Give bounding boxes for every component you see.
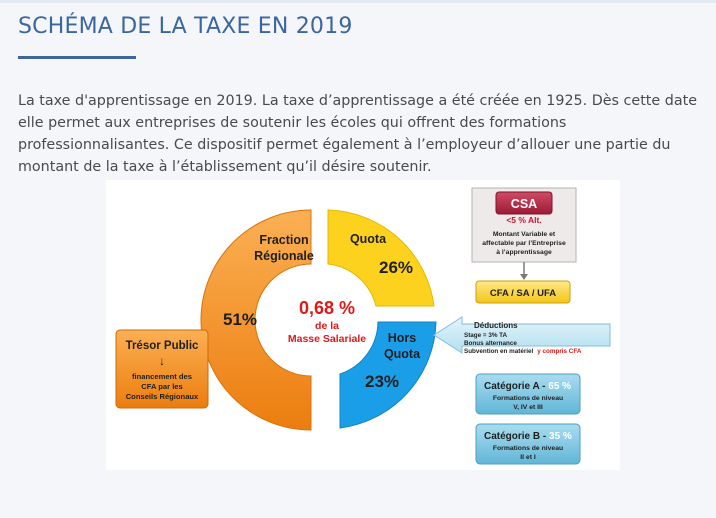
categorie-a-box: Catégorie A - 65 % Formations de niveau … xyxy=(475,373,581,415)
tresor-line-3: Conseils Régionaux xyxy=(126,392,199,401)
deductions-line-1: Stage = 3% TA xyxy=(464,332,508,339)
csa-desc-1: Montant Variable et xyxy=(493,231,556,238)
percent-hors-quota: 23% xyxy=(365,372,399,391)
center-value: 0,68 % xyxy=(299,298,355,318)
tresor-line-2: CFA par les xyxy=(141,382,183,391)
title-underline xyxy=(18,56,136,59)
cat-a-title: Catégorie A - 65 % xyxy=(484,381,571,392)
tresor-public-box: Trésor Public ↓ financement des CFA par … xyxy=(115,329,209,409)
tax-diagram: Fraction Régionale 51% Quota 26% Hors Qu… xyxy=(106,180,620,470)
label-fraction-2: Régionale xyxy=(254,249,314,263)
segment-quota xyxy=(327,209,435,307)
cfa-label: CFA / SA / UFA xyxy=(490,288,556,299)
csa-box: CSA <5 % Alt. Montant Variable et affect… xyxy=(471,187,577,263)
label-hors-1: Hors xyxy=(388,331,417,345)
down-arrow-icon: ↓ xyxy=(159,354,165,368)
percent-regionale: 51% xyxy=(223,310,257,329)
cat-b-line-2: II et I xyxy=(520,454,536,461)
csa-desc-3: à l’apprentissage xyxy=(496,249,552,256)
deductions-line-2: Bonus alternance xyxy=(464,340,517,347)
tresor-title: Trésor Public xyxy=(126,340,199,352)
cat-a-line-2: V, IV et III xyxy=(513,404,543,411)
donut-chart xyxy=(200,209,437,431)
csa-desc-2: affectable par l’Entreprise xyxy=(482,240,566,247)
deductions-line-3: Subvention en matériel y compris CFA xyxy=(464,348,582,355)
tresor-line-1: financement des xyxy=(132,372,192,381)
segment-fraction-regionale xyxy=(200,209,312,431)
cat-b-line-1: Formations de niveau xyxy=(493,445,563,452)
top-strip xyxy=(0,0,716,3)
deductions-title: Déductions xyxy=(474,321,518,330)
cat-a-line-1: Formations de niveau xyxy=(493,395,563,402)
center-line-1: de la xyxy=(315,320,339,332)
label-fraction-1: Fraction xyxy=(259,233,308,247)
csa-title: CSA xyxy=(511,197,537,211)
intro-paragraph: La taxe d'apprentissage en 2019. La taxe… xyxy=(18,93,697,175)
categorie-b-box: Catégorie B - 35 % Formations de niveau … xyxy=(475,423,581,465)
cat-b-title: Catégorie B - 35 % xyxy=(484,431,572,442)
cfa-box: CFA / SA / UFA xyxy=(475,280,571,304)
page-title: SCHÉMA DE LA TAXE EN 2019 xyxy=(18,14,353,39)
label-hors-2: Quota xyxy=(384,347,421,361)
percent-quota: 26% xyxy=(379,258,413,277)
segment-hors-quota xyxy=(339,321,437,429)
arrow-down-icon xyxy=(520,274,528,280)
deductions-arrow: Déductions Stage = 3% TA Bonus alternanc… xyxy=(433,316,611,355)
label-quota: Quota xyxy=(350,232,387,246)
center-line-2: Masse Salariale xyxy=(288,333,366,345)
csa-sub: <5 % Alt. xyxy=(506,215,541,225)
